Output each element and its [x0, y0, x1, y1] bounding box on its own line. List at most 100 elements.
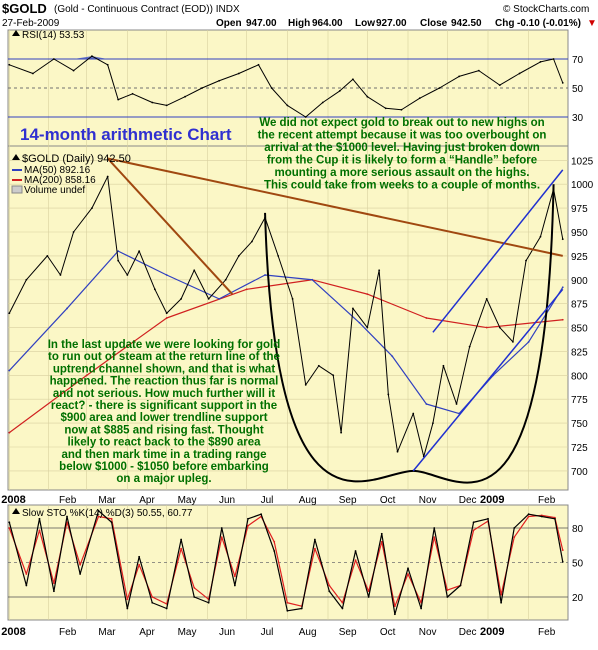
ma200-point — [165, 317, 168, 319]
top-note: We did not expect gold to break out to n… — [258, 117, 547, 192]
gold-price-point — [126, 274, 129, 276]
stochastic-k-point — [446, 596, 449, 598]
ma50-point — [425, 403, 428, 405]
stochastic-legend: Slow STO %K(14) %D(3) 50.55, 60.77 — [12, 508, 193, 519]
gold-price-point — [432, 422, 434, 425]
chart-title-annotation: 14-month arithmetic Chart — [20, 125, 232, 144]
gold-price-point — [207, 297, 210, 300]
stochastic-k-point — [380, 532, 383, 535]
left-note-line: react? - there is significant support in… — [51, 400, 277, 412]
stochastic-d-point — [500, 593, 503, 596]
rsi-point — [106, 63, 109, 66]
stochastic-k-point — [233, 584, 236, 587]
stochastic-d-point — [313, 547, 316, 550]
stochastic-d-point — [110, 517, 113, 520]
close-label: Close — [420, 18, 448, 29]
price-y-tick-label: 800 — [571, 371, 588, 382]
gold-price-point — [340, 431, 343, 434]
left-note-line: on a major upleg. — [116, 473, 211, 485]
gold-price-point — [485, 297, 488, 300]
stochastic-k-point — [286, 609, 289, 612]
x-tick-label: Oct — [380, 495, 396, 506]
rsi-point — [91, 55, 93, 57]
price-y-tick-label: 975 — [571, 204, 588, 215]
x-tick-label: May — [178, 495, 197, 506]
ma200-point — [485, 326, 488, 329]
stochastic-d-point — [561, 549, 564, 552]
stochastic-panel — [7, 504, 569, 621]
gold-price-point — [91, 207, 93, 210]
stochastic-k-point — [540, 515, 543, 518]
ma50-legend-text: MA(50) 892.16 — [24, 165, 91, 176]
gold-price-point — [539, 235, 542, 238]
gold-price-point — [468, 345, 471, 348]
gold-price-point — [25, 278, 28, 281]
gold-price-point — [512, 340, 514, 343]
x-tick-label: Feb — [59, 495, 77, 506]
ma50-point — [117, 250, 120, 253]
stochastic-d-line — [8, 514, 564, 607]
stochastic-k-point — [273, 550, 276, 552]
rsi-point — [518, 72, 521, 75]
rsi-point — [552, 58, 555, 60]
x-tick-label: Mar — [98, 495, 116, 506]
price-y-tick-label: 925 — [571, 252, 588, 263]
x-tick-label: Sep — [339, 495, 357, 506]
stochastic-k-point — [500, 601, 503, 604]
x-tick-label: 2009 — [480, 626, 504, 638]
stochastic-d-point — [446, 589, 449, 591]
ma50-point — [561, 286, 564, 289]
stochastic-d-point — [393, 605, 396, 608]
ma200-legend-text: MA(200) 858.16 — [24, 175, 96, 186]
stochastic-d-point — [247, 524, 249, 527]
rsi-point — [72, 69, 75, 72]
stochastic-k-point — [354, 550, 357, 552]
chg-label: Chg — [495, 18, 514, 29]
left-note-line: happened. The reaction thus far is norma… — [50, 376, 279, 388]
rsi-point — [117, 98, 120, 101]
x-tick-label: 2009 — [480, 494, 504, 506]
gold-price-point — [442, 364, 445, 367]
stochastic-k-point — [527, 513, 530, 516]
stochastic-k-line — [8, 510, 564, 615]
stochastic-d-point — [38, 529, 41, 532]
symbol-label: $GOLD — [2, 1, 47, 16]
ma50-point — [358, 321, 361, 324]
stochastic-d-point — [527, 515, 530, 518]
gold-price-point — [455, 403, 458, 405]
stochastic-k-point — [207, 601, 210, 604]
left-note-line: In the last update we were looking for g… — [48, 339, 281, 351]
gold-price-point — [193, 269, 196, 272]
rsi-point — [184, 95, 186, 98]
stochastic-legend-text: Slow STO %K(14) %D(3) 50.55, 60.77 — [22, 508, 193, 519]
low-value: 927.00 — [376, 18, 407, 29]
left-note-line: likely to react back to the $890 area — [67, 437, 261, 449]
grid-lines — [8, 30, 568, 620]
gold-price-point — [165, 312, 168, 315]
stochastic-k-point — [260, 513, 263, 516]
stochastic-k-point — [459, 584, 462, 587]
stochastic-k-point — [38, 517, 41, 520]
gold-price-point — [277, 254, 280, 257]
gold-price-point — [153, 288, 156, 291]
gold-price-point — [117, 259, 120, 262]
legend-triangle-icon — [12, 154, 20, 160]
gold-price-point — [412, 412, 415, 415]
legend-triangle-icon — [12, 508, 20, 514]
ma50-point — [8, 369, 11, 372]
gold-price-point — [387, 393, 390, 396]
price-y-tick-label: 1025 — [571, 156, 594, 167]
trendline — [106, 157, 233, 295]
stochastic-k-point — [367, 596, 370, 598]
channel-line — [432, 169, 564, 333]
rsi-point — [286, 104, 289, 107]
rsi-point — [151, 101, 154, 104]
x-tick-label: May — [178, 627, 197, 638]
price-y-tick-label: 900 — [571, 276, 588, 287]
gold-price-point — [72, 231, 75, 233]
gold-price-point — [525, 259, 527, 262]
stochastic-k-point — [180, 538, 183, 541]
rsi-y-tick-label: 70 — [572, 55, 584, 66]
stochastic-k-point — [561, 560, 564, 563]
